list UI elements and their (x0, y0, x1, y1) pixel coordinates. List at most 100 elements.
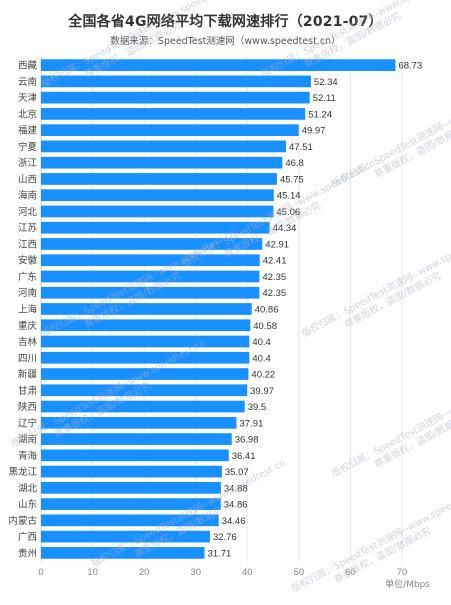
value-label: 68.73 (398, 61, 422, 72)
value-label: 42.35 (262, 272, 286, 283)
value-label: 47.51 (289, 142, 313, 153)
category-label: 云南 (18, 76, 37, 88)
x-tick-label: 20 (139, 567, 150, 578)
category-label: 内蒙古 (8, 515, 37, 527)
bar-14 (41, 286, 260, 299)
bar-25 (41, 465, 222, 478)
bar-0 (41, 59, 396, 71)
category-label: 福建 (18, 125, 38, 137)
bar-30 (41, 547, 205, 559)
bar-23 (41, 433, 232, 445)
value-label: 44.34 (273, 223, 297, 234)
x-tick-label: 60 (345, 567, 356, 578)
bar-18 (41, 351, 250, 364)
category-label: 广西 (18, 531, 37, 543)
value-label: 52.34 (314, 77, 338, 88)
category-label: 甘肃 (18, 385, 37, 397)
value-label: 42.91 (265, 239, 289, 250)
x-tick-label: 70 (397, 567, 408, 578)
category-label: 西藏 (18, 60, 38, 72)
bar-12 (41, 254, 260, 267)
category-label: 山西 (18, 174, 37, 185)
value-label: 40.86 (255, 305, 279, 316)
bar-15 (41, 303, 252, 315)
bar-13 (41, 270, 260, 283)
bar-7 (41, 173, 277, 185)
category-label: 重庆 (18, 320, 38, 332)
bar-9 (41, 205, 274, 218)
category-label: 湖南 (18, 434, 37, 446)
category-label: 海南 (18, 190, 37, 202)
bar-22 (41, 416, 237, 429)
x-tick-label: 50 (294, 567, 305, 578)
value-label: 34.88 (224, 483, 248, 494)
category-label: 山东 (18, 499, 37, 511)
value-labels: 68.73 52.34 52.11 51.24 49.97 47.51 46.8 45.75 4… (208, 61, 423, 560)
chart-title: 全国各省4G网络平均下载网速排行（2021-07） (68, 14, 383, 30)
bar-5 (41, 140, 287, 153)
category-label: 上海 (18, 304, 38, 316)
category-label: 吉林 (18, 336, 38, 348)
value-label: 39.97 (250, 386, 274, 397)
category-label: 江苏 (18, 222, 38, 234)
value-label: 51.24 (308, 109, 332, 120)
bar-29 (41, 530, 210, 543)
bar-3 (41, 108, 306, 120)
value-label: 39.5 (248, 402, 267, 413)
category-label: 陕西 (18, 401, 37, 413)
category-label: 河北 (18, 206, 38, 218)
bar-21 (41, 400, 245, 413)
value-label: 40.4 (252, 353, 271, 364)
bar-16 (41, 319, 251, 332)
category-label: 贵州 (18, 547, 37, 559)
category-label: 河南 (18, 287, 37, 299)
category-label: 广东 (18, 271, 37, 283)
value-label: 49.97 (302, 126, 326, 137)
x-tick-label: 10 (87, 567, 98, 578)
category-label: 湖北 (18, 483, 38, 494)
category-label: 安徽 (18, 255, 38, 267)
category-label: 新疆 (18, 369, 38, 381)
value-label: 31.71 (208, 548, 232, 559)
bars (41, 59, 396, 559)
bar-19 (41, 368, 249, 380)
value-label: 46.8 (285, 158, 304, 169)
category-label: 江西 (18, 239, 37, 250)
bar-28 (41, 514, 219, 527)
value-label: 45.75 (280, 174, 304, 185)
bar-4 (41, 124, 299, 137)
value-label: 40.4 (252, 337, 271, 348)
bar-8 (41, 189, 274, 202)
category-label: 天津 (18, 93, 38, 104)
value-label: 37.91 (240, 418, 264, 429)
category-label: 黑龙江 (8, 466, 37, 478)
bar-11 (41, 238, 263, 250)
value-label: 34.86 (224, 500, 248, 511)
bar-6 (41, 156, 283, 169)
bar-26 (41, 481, 221, 494)
category-label: 四川 (18, 353, 37, 364)
bar-1 (41, 75, 311, 88)
value-label: 42.35 (262, 288, 286, 299)
value-label: 34.46 (222, 516, 246, 527)
bar-20 (41, 384, 248, 397)
value-label: 45.06 (276, 207, 300, 218)
chart-subtitle: 数据来源：SpeedTest测速网（www.speedtest.cn） (110, 36, 341, 47)
value-label: 32.76 (213, 532, 237, 543)
value-label: 42.41 (263, 256, 287, 267)
x-axis-unit-label: 单位/Mbps (385, 578, 430, 590)
category-label: 青海 (18, 450, 38, 462)
bar-27 (41, 498, 221, 510)
category-label: 浙江 (18, 157, 38, 169)
x-axis-ticks: 0 10 20 30 40 50 60 70 (38, 567, 407, 578)
category-labels: 西藏云南天津北京福建宁夏浙江山西海南河北江苏江西安徽广东河南上海重庆吉林四川新疆… (8, 60, 37, 560)
x-tick-label: 30 (190, 567, 201, 578)
value-label: 40.22 (251, 370, 275, 381)
value-label: 36.98 (235, 435, 259, 446)
bar-17 (41, 335, 250, 348)
bar-24 (41, 449, 229, 462)
value-label: 45.14 (277, 191, 301, 202)
bar-10 (41, 221, 270, 234)
x-tick-label: 40 (242, 567, 253, 578)
